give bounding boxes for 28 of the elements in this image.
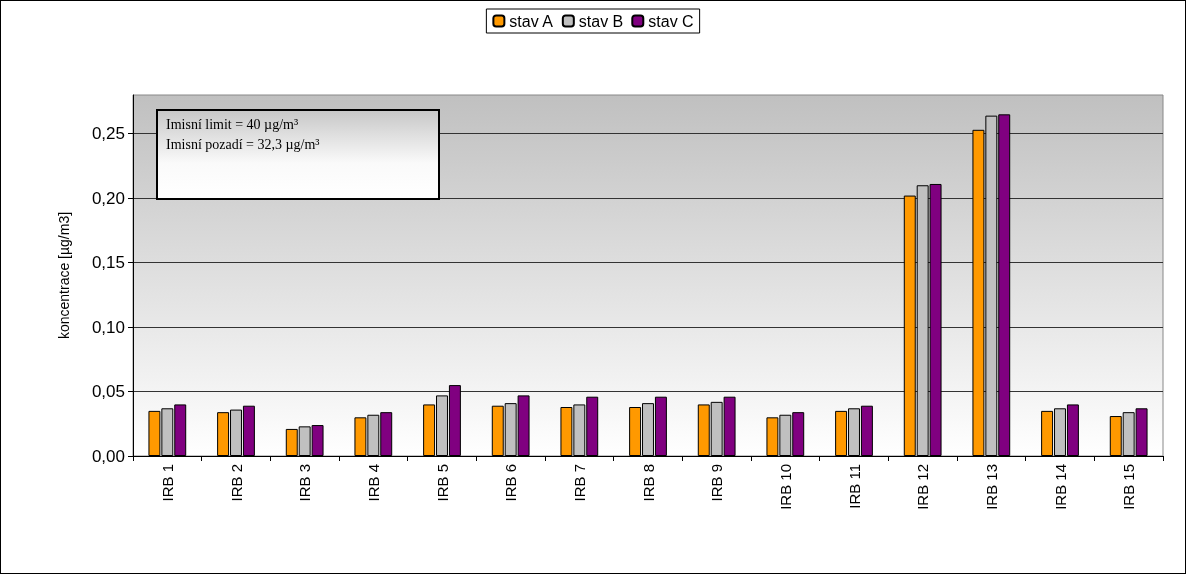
x-tick-label: IRB 10 bbox=[776, 464, 794, 510]
y-tick-label: 0,20 bbox=[91, 188, 125, 208]
y-tick-label: 0,00 bbox=[91, 446, 125, 466]
x-tick-label: IRB 6 bbox=[502, 464, 520, 502]
x-tick-label: IRB 4 bbox=[364, 464, 382, 502]
annotation: Imisní pozadí = 32,3 µg/m³ bbox=[166, 136, 321, 154]
x-tick-label: IRB 7 bbox=[570, 464, 588, 502]
y-tick-label: 0,05 bbox=[91, 382, 125, 402]
x-tick-label: IRB 12 bbox=[914, 464, 932, 510]
x-tick-label: IRB 2 bbox=[227, 464, 245, 502]
legend-label: stav C bbox=[648, 12, 694, 30]
annotation: Imisní limit = 40 µg/m³ bbox=[166, 116, 300, 134]
y-tick-label: 0,15 bbox=[91, 253, 125, 273]
x-tick-label: IRB 11 bbox=[845, 464, 863, 509]
x-tick-label: IRB 8 bbox=[639, 464, 657, 502]
x-tick-label: IRB 5 bbox=[433, 464, 451, 502]
text-box: Imisní limit = 40 µg/m³ Imisní pozadí = 32,3 µg/m³ bbox=[156, 109, 440, 200]
x-tick-label: IRB 3 bbox=[296, 464, 314, 502]
x-tick-label: IRB 9 bbox=[708, 464, 726, 502]
x-tick-label: IRB 14 bbox=[1051, 464, 1069, 510]
x-tick-label: IRB 1 bbox=[158, 464, 176, 502]
x-tick-label: IRB 15 bbox=[1120, 464, 1138, 510]
y-tick-label: 0,25 bbox=[91, 124, 125, 144]
legend-label: stav B bbox=[578, 12, 624, 30]
y-tick-label: 0,10 bbox=[91, 317, 125, 337]
y-axis-title: koncentrace [µg/m3] bbox=[56, 211, 72, 340]
x-tick-label: IRB 13 bbox=[982, 464, 1000, 510]
legend-label: stav A bbox=[509, 12, 554, 30]
